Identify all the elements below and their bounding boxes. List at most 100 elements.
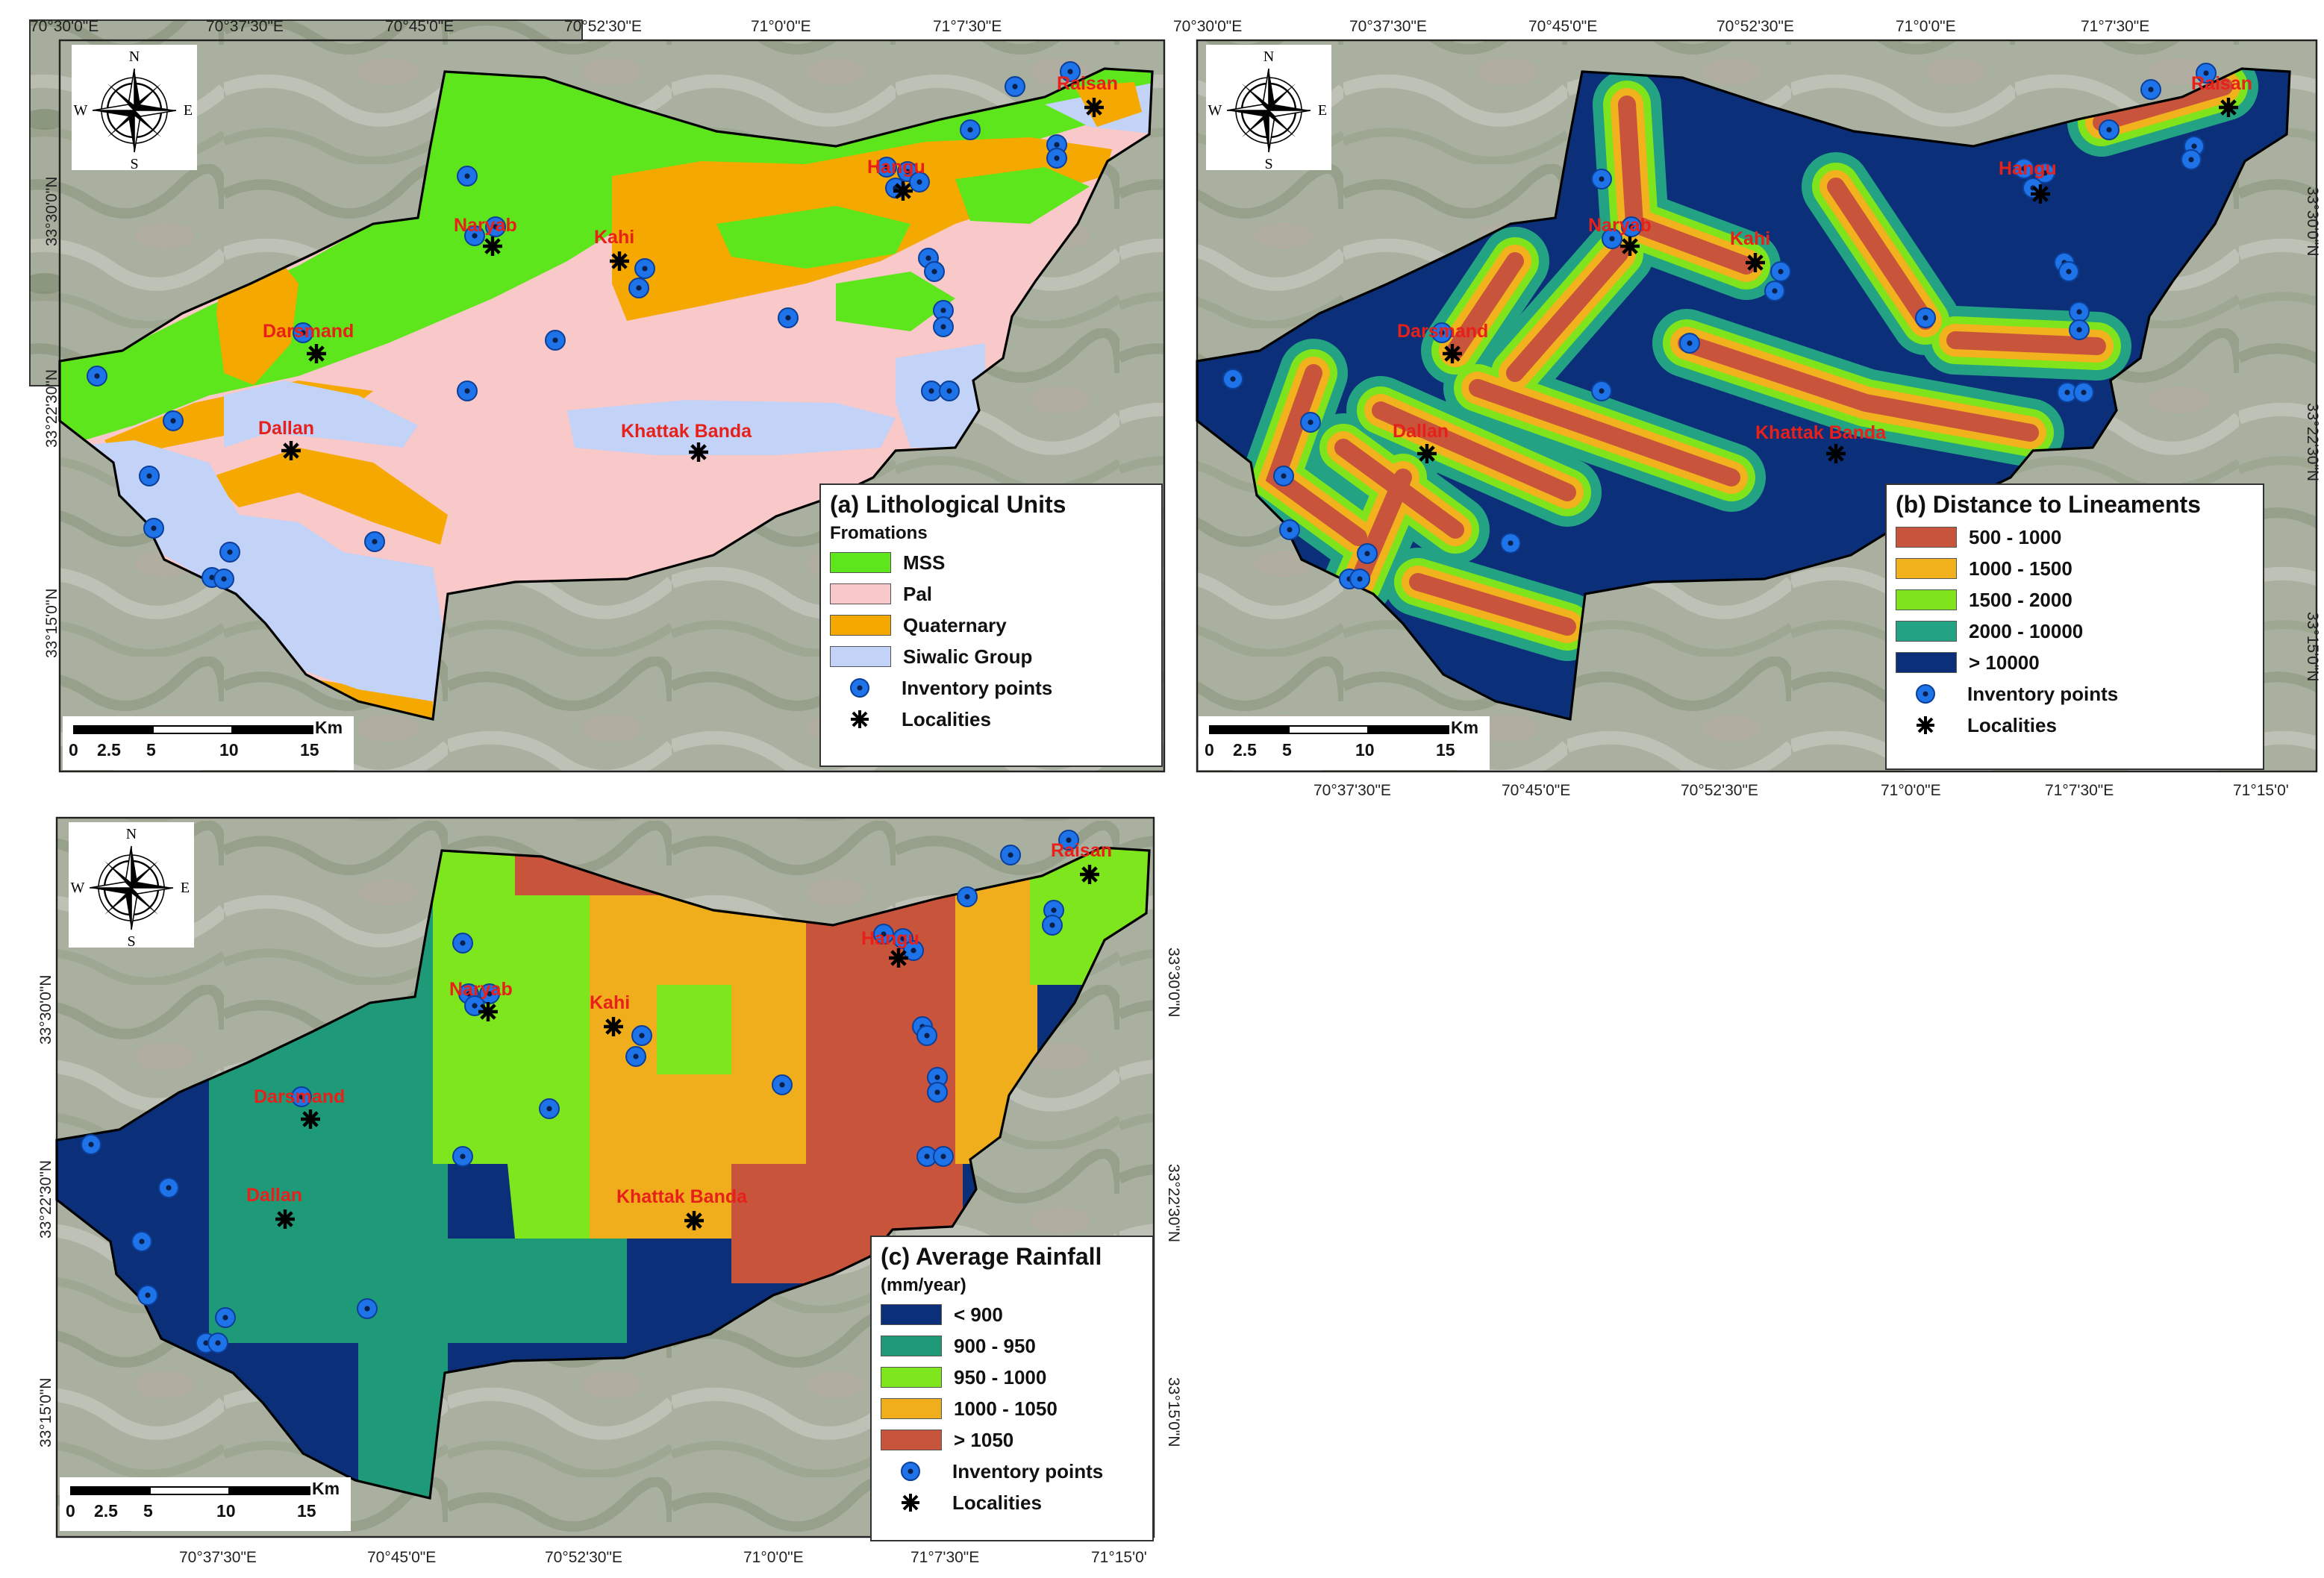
legend-label: Localities — [1967, 713, 2057, 736]
coord-c-right-1: 33°22'30"N — [1165, 1164, 1182, 1243]
legend-item: Inventory points — [872, 1456, 1152, 1487]
legend-c-title: (c) Average Rainfall — [881, 1243, 1102, 1270]
scale-label: 10 — [219, 740, 239, 760]
scale-label: 5 — [1282, 740, 1292, 760]
legend-item: Quaternary — [821, 610, 1161, 641]
coord-a-top-0: 70°30'0"E — [30, 18, 99, 35]
coord-b-top-4: 71°0'0"E — [1896, 18, 1956, 35]
legend-swatch — [830, 552, 891, 573]
compass-w: W — [74, 102, 88, 119]
compass-s: S — [1264, 156, 1272, 170]
legend-label: Inventory points — [952, 1459, 1104, 1482]
coord-b-right-1: 33°22'30"N — [2304, 403, 2321, 482]
legend-item: Localities — [821, 704, 1161, 735]
coord-a-top-5: 71°7'30"E — [933, 18, 1002, 35]
compass-e: E — [184, 102, 193, 119]
scale-unit: Km — [315, 718, 343, 737]
coord-a-top-4: 71°0'0"E — [751, 18, 811, 35]
coord-c-bottom-4: 71°7'30"E — [910, 1549, 980, 1566]
coord-c-bottom-5: 71°15'0' — [1091, 1549, 1147, 1566]
legend-c: (c) Average Rainfall (mm/year) < 900 900… — [870, 1236, 1154, 1541]
coord-c-bottom-1: 70°45'0"E — [367, 1549, 437, 1566]
scale-bar-c: 0 2.5 5 10 15 Km — [60, 1477, 351, 1531]
legend-label: MSS — [903, 551, 946, 574]
legend-item: 1500 - 2000 — [1887, 584, 2263, 616]
coord-a-left-2: 33°15'0"N — [43, 588, 60, 658]
coord-c-bottom-0: 70°37'30"E — [179, 1549, 257, 1566]
coord-a-left-0: 33°30'0"N — [43, 176, 60, 246]
legend-item: Pal — [821, 578, 1161, 610]
scale-label: 15 — [300, 740, 319, 760]
legend-label: 2000 - 10000 — [1969, 619, 2084, 642]
legend-swatch — [881, 1336, 942, 1356]
coord-b-bottom-3: 71°0'0"E — [1881, 782, 1941, 799]
panel-b-map — [1196, 39, 2318, 773]
compass-n: N — [129, 48, 140, 65]
coord-c-right-2: 33°15'0"N — [1165, 1377, 1182, 1447]
compass-e: E — [1318, 102, 1327, 119]
legend-item: Inventory points — [821, 672, 1161, 704]
coord-b-top-3: 70°52'30"E — [1717, 18, 1794, 35]
coord-c-bottom-3: 71°0'0"E — [743, 1549, 804, 1566]
legend-item: 500 - 1000 — [1887, 522, 2263, 553]
legend-item: > 1050 — [872, 1424, 1152, 1456]
legend-swatch — [1896, 558, 1957, 579]
legend-item: Localities — [872, 1487, 1152, 1518]
scale-label: 10 — [1355, 740, 1375, 760]
legend-a-title: (a) Lithological Units — [830, 491, 1066, 518]
coord-c-left-2: 33°15'0"N — [37, 1377, 54, 1447]
legend-c-subtitle: (mm/year) — [881, 1275, 966, 1295]
legend-label: > 1050 — [954, 1428, 1014, 1451]
legend-swatch — [881, 1304, 942, 1325]
legend-swatch — [881, 1398, 942, 1419]
legend-swatch — [1896, 621, 1957, 642]
legend-label: Localities — [902, 707, 991, 730]
legend-label: Localities — [952, 1491, 1042, 1514]
legend-item: 950 - 1000 — [872, 1362, 1152, 1393]
coord-a-top-2: 70°45'0"E — [385, 18, 455, 35]
scale-label: 5 — [146, 740, 156, 760]
legend-label: > 10000 — [1969, 651, 2040, 674]
scale-label: 15 — [297, 1501, 316, 1521]
scale-unit: Km — [1451, 718, 1479, 737]
scale-label: 2.5 — [1233, 740, 1257, 760]
legend-item: < 900 — [872, 1299, 1152, 1330]
inventory-point-icon — [1896, 683, 1955, 705]
compass-rose-a: N S W E — [72, 45, 197, 170]
coord-b-right-0: 33°30'0"N — [2304, 187, 2321, 257]
coord-a-top-1: 70°37'30"E — [206, 18, 284, 35]
coord-a-top-3: 70°52'30"E — [564, 18, 642, 35]
coord-b-bottom-1: 70°45'0"E — [1502, 782, 1571, 799]
inventory-point-icon — [830, 677, 890, 699]
locality-star-icon — [1896, 714, 1955, 736]
compass-e: E — [181, 880, 190, 896]
scale-label: 0 — [1205, 740, 1214, 760]
legend-label: Pal — [903, 582, 933, 605]
legend-label: 950 - 1000 — [954, 1365, 1047, 1388]
legend-label: Quaternary — [903, 613, 1007, 636]
coord-a-left-1: 33°22'30"N — [43, 369, 60, 448]
coord-b-top-2: 70°45'0"E — [1528, 18, 1598, 35]
scale-unit: Km — [312, 1479, 340, 1498]
legend-label: 900 - 950 — [954, 1334, 1036, 1357]
coord-b-top-0: 70°30'0"E — [1173, 18, 1243, 35]
legend-label: 1000 - 1500 — [1969, 557, 2072, 580]
scale-label: 15 — [1436, 740, 1455, 760]
legend-label: 500 - 1000 — [1969, 525, 2062, 548]
legend-item: 1000 - 1050 — [872, 1393, 1152, 1424]
panel-a-map — [58, 39, 1166, 773]
coord-b-top-5: 71°7'30"E — [2081, 18, 2150, 35]
coord-b-top-1: 70°37'30"E — [1349, 18, 1427, 35]
legend-b: (b) Distance to Lineaments 500 - 1000 10… — [1885, 483, 2264, 770]
legend-item: 900 - 950 — [872, 1330, 1152, 1362]
scale-bar-b: 0 2.5 5 10 15 Km — [1199, 716, 1490, 770]
compass-n: N — [1263, 48, 1274, 65]
inventory-point-icon — [881, 1460, 940, 1482]
scale-label: 5 — [143, 1501, 153, 1521]
legend-a-subtitle: Fromations — [830, 523, 928, 543]
legend-swatch — [1896, 652, 1957, 673]
coord-c-right-0: 33°30'0"N — [1165, 948, 1182, 1018]
compass-n: N — [126, 826, 137, 842]
coord-b-right-2: 33°15'0"N — [2304, 612, 2321, 682]
legend-item: Localities — [1887, 710, 2263, 741]
